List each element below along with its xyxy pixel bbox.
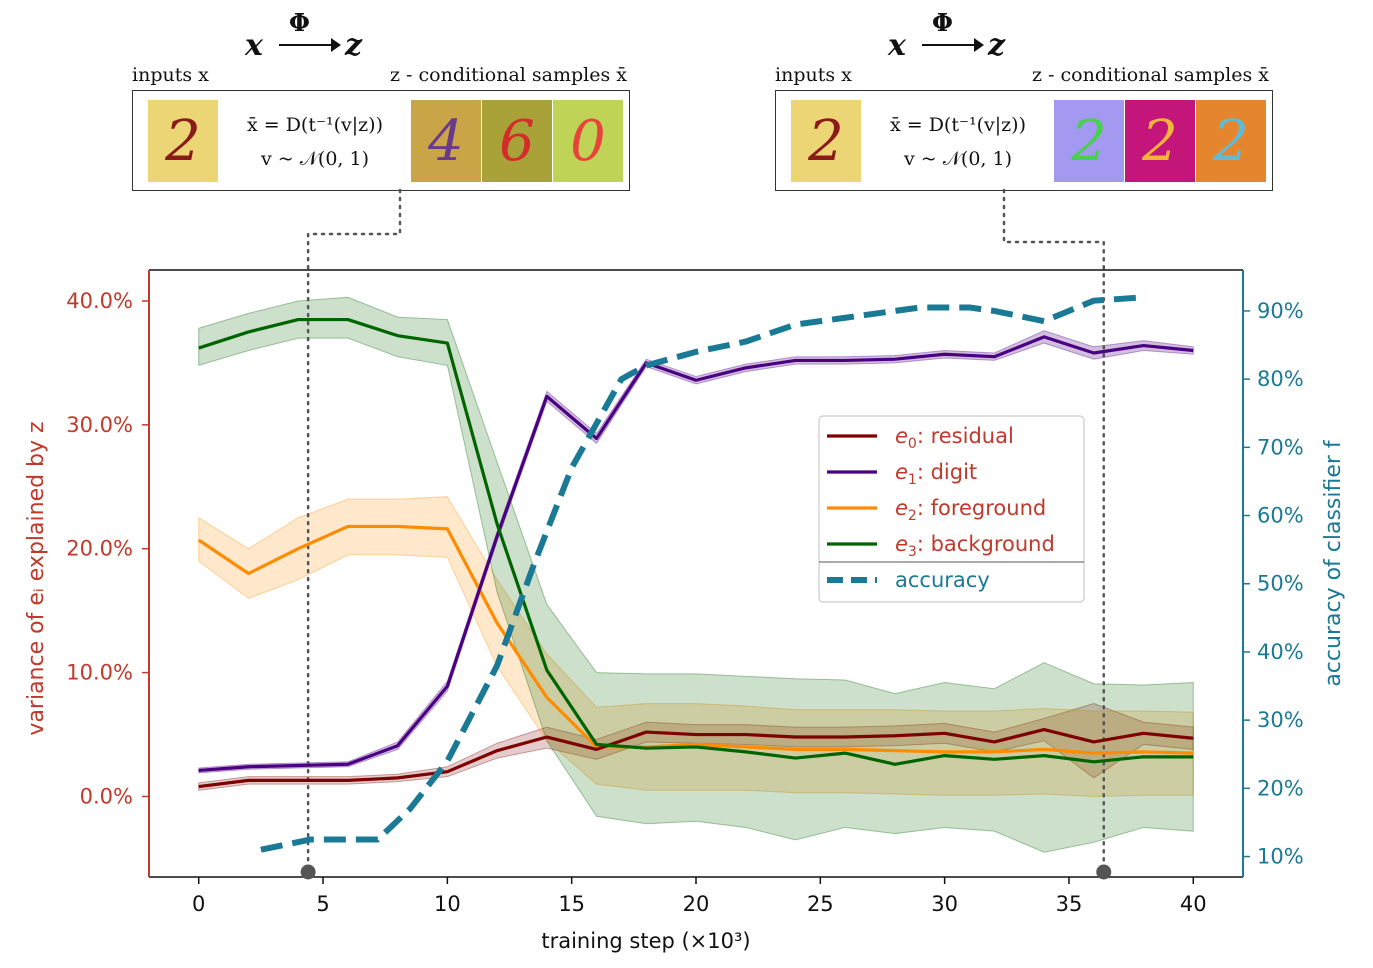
left-y-tick-label: 0.0% bbox=[80, 784, 133, 808]
sample-digit-image: 2 bbox=[1054, 100, 1124, 182]
left-y-tick-label: 20.0% bbox=[66, 537, 133, 561]
x-tick-label: 25 bbox=[807, 892, 834, 916]
equation-line-2: v ~ 𝒩(0, 1) bbox=[903, 148, 1013, 170]
x-tick-label: 10 bbox=[434, 892, 461, 916]
x-axis-label: training step (×10³) bbox=[541, 929, 750, 953]
equation-line-2: v ~ 𝒩(0, 1) bbox=[260, 148, 370, 170]
x-tick-label: 15 bbox=[558, 892, 585, 916]
mapping-output-symbol: z bbox=[988, 28, 1006, 63]
residual-series-line bbox=[198, 727, 1194, 789]
left-y-axis-label: variance of eᵢ explained by z bbox=[24, 421, 49, 735]
marker-connector-left bbox=[306, 188, 402, 875]
residual-band bbox=[198, 703, 1194, 791]
right-y-tick-label: 90% bbox=[1257, 299, 1304, 323]
digit-series-line bbox=[198, 335, 1194, 773]
samples-caption: z - conditional samples x̄ bbox=[390, 64, 627, 86]
right-y-tick-label: 20% bbox=[1257, 776, 1304, 800]
sample-digit-image: 2 bbox=[1196, 100, 1266, 182]
right-y-tick-label: 60% bbox=[1257, 504, 1304, 528]
mapping-arrow-icon bbox=[922, 44, 980, 46]
foreground-legend-label: e2: foreground bbox=[895, 496, 1046, 524]
step-marker bbox=[300, 864, 316, 880]
input-digit-image: 2 bbox=[148, 100, 218, 182]
sample-digit-image: 6 bbox=[482, 100, 552, 182]
digit-legend-label: e1: digit bbox=[895, 460, 977, 488]
x-tick-label: 40 bbox=[1180, 892, 1207, 916]
inputs-caption: inputs x bbox=[132, 64, 209, 86]
equation-line-1: x̄ = D(t⁻¹(v|z)) bbox=[246, 114, 384, 136]
right-y-tick-label: 10% bbox=[1257, 845, 1304, 869]
accuracy-series-line bbox=[260, 294, 1144, 853]
mapping-arrow-icon bbox=[279, 44, 337, 46]
sample-digit-image: 4 bbox=[411, 100, 481, 182]
foreground-series-line bbox=[197, 524, 1194, 755]
x-tick-label: 0 bbox=[192, 892, 205, 916]
mapping-function-symbol: Φ bbox=[932, 8, 953, 37]
mapping-input-symbol: x bbox=[888, 28, 906, 63]
accuracy-legend-label: accuracy bbox=[895, 568, 990, 592]
mapping-function-symbol: Φ bbox=[289, 8, 310, 37]
left-y-tick-label: 30.0% bbox=[66, 413, 133, 437]
arrowhead-icon bbox=[331, 38, 341, 52]
sample-digit-image: 0 bbox=[553, 100, 623, 182]
background-legend-label: e3: background bbox=[895, 532, 1055, 560]
mapping-output-symbol: z bbox=[345, 28, 363, 63]
left-y-tick-label: 10.0% bbox=[66, 661, 133, 685]
arrowhead-icon bbox=[974, 38, 984, 52]
input-digit-image: 2 bbox=[791, 100, 861, 182]
sample-digit-image: 2 bbox=[1125, 100, 1195, 182]
right-y-tick-label: 80% bbox=[1257, 367, 1304, 391]
right-y-tick-label: 30% bbox=[1257, 708, 1304, 732]
mapping-input-symbol: x bbox=[245, 28, 263, 63]
left-y-tick-label: 40.0% bbox=[66, 289, 133, 313]
background-band bbox=[198, 296, 1194, 853]
x-tick-label: 20 bbox=[683, 892, 710, 916]
residual-legend-label: e0: residual bbox=[895, 424, 1014, 452]
legend-box bbox=[818, 415, 1085, 603]
x-tick-label: 30 bbox=[931, 892, 958, 916]
marker-connector-right bbox=[1002, 188, 1106, 875]
step-marker bbox=[1096, 864, 1112, 880]
right-y-tick-label: 40% bbox=[1257, 640, 1304, 664]
right-y-tick-label: 70% bbox=[1257, 435, 1304, 459]
x-tick-label: 35 bbox=[1056, 892, 1083, 916]
samples-caption: z - conditional samples x̄ bbox=[1032, 64, 1269, 86]
background-series-line bbox=[198, 317, 1194, 766]
right-y-axis-label: accuracy of classifier f bbox=[1321, 439, 1346, 687]
right-y-tick-label: 50% bbox=[1257, 572, 1304, 596]
x-tick-label: 5 bbox=[316, 892, 329, 916]
inputs-caption: inputs x bbox=[775, 64, 852, 86]
equation-line-1: x̄ = D(t⁻¹(v|z)) bbox=[889, 114, 1027, 136]
